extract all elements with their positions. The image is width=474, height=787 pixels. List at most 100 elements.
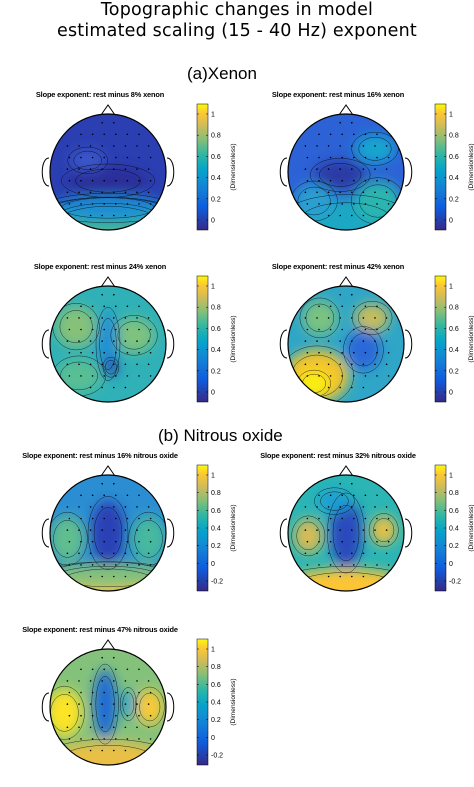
electrode-dot (78, 340, 80, 342)
electrode-dot (78, 363, 80, 366)
electrode-dot (353, 179, 355, 182)
topomap-svg: 1 0.8 0.6 0.4 0.2 0 (Dimensionless) (41, 103, 237, 231)
electrode-dot (327, 340, 330, 342)
electrode-dot (78, 703, 80, 705)
electrode-dot (364, 305, 367, 308)
electrode-dot (339, 340, 341, 342)
electrode-dot (362, 191, 365, 194)
electrode-dot (126, 179, 129, 182)
electrode-dot (327, 145, 330, 147)
electrode-dot (318, 517, 320, 520)
electrode-dot (126, 494, 129, 497)
electrode-dot (126, 668, 129, 671)
colorbar-tick-label: 0.8 (449, 133, 459, 140)
colorbar-tick-label: 0.8 (211, 664, 221, 671)
colorbar-tick-label: -0.2 (449, 579, 461, 586)
electrode-dot (339, 293, 341, 296)
electrode-dot (362, 317, 365, 319)
electrode-dot (147, 529, 150, 531)
electrode-dot (136, 726, 138, 729)
electrode-dot (351, 340, 353, 342)
electrode-dot (124, 317, 127, 319)
electrode-dot (339, 145, 341, 147)
electrode-dot (78, 529, 80, 531)
electrode-dot (329, 351, 332, 354)
electrode-dot (101, 575, 103, 578)
electrode-dot (126, 540, 129, 543)
electrode-dot (341, 156, 343, 159)
electrode-dot (329, 156, 332, 159)
electrode-dot (353, 494, 355, 497)
colorbar-tick-label: 0.2 (211, 717, 221, 724)
electrode-dot (376, 494, 378, 497)
electrode-dot (124, 552, 127, 555)
electrode-dot (113, 656, 115, 659)
electrode-dot (351, 121, 353, 124)
electrode-dot (339, 191, 341, 194)
electrode-markers (66, 293, 152, 389)
electrode-dot (80, 714, 82, 717)
electrode-dot (364, 564, 367, 566)
left-ear-outline (41, 157, 50, 187)
electrode-dot (80, 738, 82, 740)
electrode-dot (89, 749, 92, 752)
electrode-dot (376, 351, 378, 354)
colorbar-tick-label: 0.4 (211, 175, 221, 182)
electrode-dot (387, 540, 390, 543)
electrode-dot (136, 145, 138, 147)
electrode-dot (124, 168, 127, 170)
topomap-panel-nitrous-47: Slope exponent: rest minus 47% nitrous o… (0, 625, 237, 785)
electrode-dot (80, 494, 82, 497)
electrode-dot (91, 375, 94, 377)
electrode-dot (353, 375, 355, 377)
electrode-dot (351, 317, 353, 319)
electrode-dot (387, 179, 390, 182)
electrode-dot (78, 145, 80, 147)
electrode-dot (304, 191, 307, 194)
electrode-dot (91, 691, 94, 694)
electrode-dot (385, 363, 388, 366)
electrode-markers (304, 121, 390, 217)
electrode-dot (327, 529, 330, 531)
colorbar-tick-label: 0 (211, 561, 215, 568)
colorbar-tick-label: 1 (211, 284, 215, 291)
electrode-dot (149, 203, 152, 205)
electrode-dot (364, 156, 367, 159)
electrode-dot (353, 564, 355, 566)
electrode-dot (374, 145, 376, 147)
electrode-dot (316, 506, 318, 508)
electrode-dot (327, 168, 330, 170)
electrode-dot (374, 191, 376, 194)
electrode-dot (341, 305, 343, 308)
colorbar-tick-label: 0 (211, 735, 215, 742)
electrode-dot (115, 714, 117, 717)
electrode-dot (318, 328, 320, 331)
electrode-dot (66, 703, 69, 705)
electrode-dot (91, 351, 94, 354)
electrode-dot (66, 168, 69, 170)
electrode-dot (103, 305, 105, 308)
section-name: Xenon (207, 64, 257, 83)
colorbar-tick-label: -0.2 (211, 579, 223, 586)
electrode-dot (68, 203, 71, 205)
electrode-dot (364, 328, 367, 331)
electrode-dot (80, 540, 82, 543)
electrode-dot (362, 145, 365, 147)
electrode-dot (113, 749, 115, 752)
nose-outline (100, 465, 116, 477)
electrode-dot (351, 168, 353, 170)
section-name: Nitrous oxide (183, 426, 283, 445)
electrode-dot (80, 375, 82, 377)
electrode-dot (387, 203, 390, 205)
electrode-dot (138, 540, 140, 543)
electrode-dot (318, 156, 320, 159)
electrode-dot (101, 293, 103, 296)
topomap-svg: 1 0.8 0.6 0.4 0.2 0 -0.2 (Dimensionless) (41, 638, 237, 766)
electrode-dot (364, 375, 367, 377)
colorbar-tick-label: 0.4 (449, 347, 459, 354)
electrode-dot (387, 564, 390, 566)
electrode-dot (124, 680, 127, 682)
electrode-dot (351, 145, 353, 147)
electrode-dot (327, 552, 330, 555)
electrode-dot (339, 575, 341, 578)
